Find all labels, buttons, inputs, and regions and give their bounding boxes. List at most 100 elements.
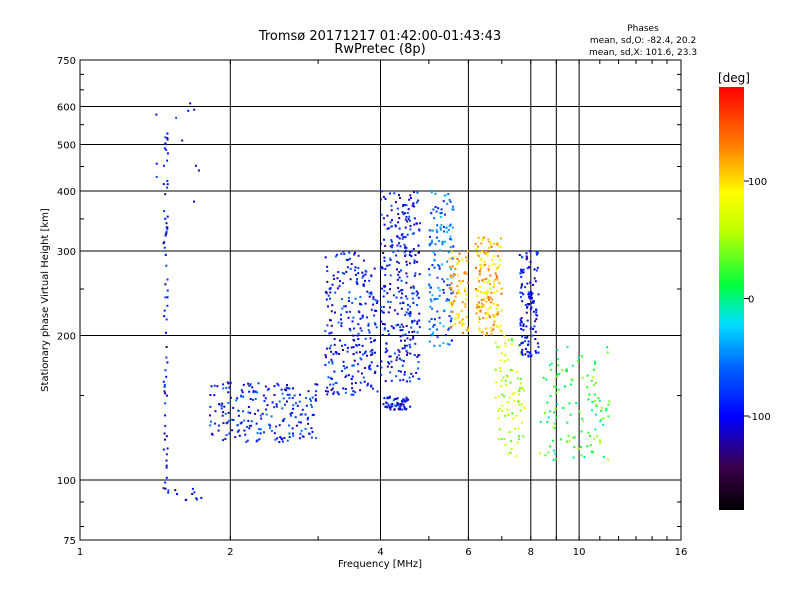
data-point [357,370,360,373]
data-point [483,260,486,263]
data-point [530,302,533,305]
data-point [486,333,488,336]
data-point [530,306,533,309]
data-point [409,405,412,408]
data-point [398,237,401,240]
data-point [385,405,388,408]
data-point [440,212,443,214]
data-point [408,314,411,317]
data-point [496,304,499,307]
data-point [231,418,234,421]
data-point [374,351,376,354]
data-point [191,493,194,495]
data-point [503,395,506,398]
data-point [440,224,443,226]
data-point [357,332,360,335]
data-point [343,367,346,370]
data-point [405,349,408,352]
data-point [596,435,598,438]
data-point [447,228,450,231]
data-point [534,338,537,340]
data-point [396,207,399,210]
data-point [521,300,524,303]
data-point [346,258,349,261]
data-point [400,289,402,292]
data-point [478,316,480,319]
data-point [608,400,611,403]
data-point [366,384,369,387]
data-point [341,272,344,274]
data-point [450,317,453,320]
data-point [373,322,376,325]
data-point [539,452,542,455]
data-point [370,308,373,311]
data-point [518,404,521,406]
data-point [331,304,334,307]
data-point [513,392,516,395]
data-point [374,339,376,341]
data-point [443,230,445,233]
data-point [264,397,267,400]
data-point [522,293,525,296]
data-point [356,283,359,285]
data-point [439,212,442,215]
data-point [498,326,501,329]
data-point [526,282,529,285]
data-point [451,303,454,306]
data-point [575,402,578,404]
data-point [452,290,455,293]
data-point [227,391,230,394]
data-point [248,427,251,430]
data-point [437,207,440,210]
data-point [552,458,555,461]
data-point [558,372,561,375]
data-point [517,389,520,392]
data-point [409,352,412,355]
data-point [559,438,562,441]
data-point [451,291,454,294]
data-point [492,328,495,331]
data-point [522,323,525,326]
data-point [508,431,511,434]
data-point [402,398,405,401]
data-point [234,436,237,439]
data-point [368,331,371,334]
data-point [352,316,355,319]
data-point [409,305,411,308]
data-point [496,410,499,413]
data-point [496,278,499,281]
data-point [386,402,389,405]
data-point [535,251,538,254]
data-point [489,274,492,277]
data-point [338,285,341,288]
data-point [304,413,307,416]
data-point [398,357,401,360]
data-point [496,241,499,244]
data-point [518,435,520,438]
data-point [299,413,302,416]
data-point [403,251,406,254]
data-point [368,295,371,298]
data-point [285,389,288,392]
data-point [606,346,608,349]
data-point [478,270,481,273]
data-point [388,192,391,195]
data-point [431,229,434,232]
data-point [162,183,165,186]
data-point [405,344,408,347]
data-point [500,379,503,382]
data-point [364,273,367,276]
data-point [340,298,343,301]
data-point [411,320,414,323]
data-point [503,335,506,338]
data-point [442,291,445,294]
data-point [457,289,460,292]
data-point [429,305,432,308]
data-point [164,234,167,237]
data-point [397,402,400,405]
data-point [292,407,295,410]
data-point [522,435,525,438]
data-point [248,384,251,387]
data-point [520,403,523,406]
data-point [330,324,333,327]
